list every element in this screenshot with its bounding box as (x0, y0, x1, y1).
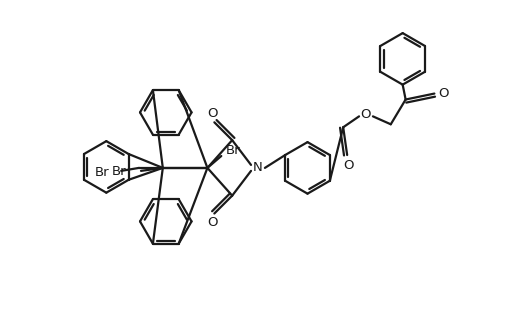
Text: O: O (207, 107, 218, 120)
Text: Br: Br (225, 144, 240, 156)
Text: O: O (438, 87, 449, 100)
Text: Br: Br (95, 166, 110, 179)
Text: O: O (361, 108, 371, 121)
Text: Br: Br (112, 165, 126, 178)
Text: N: N (253, 162, 263, 174)
Text: O: O (207, 216, 218, 229)
Text: O: O (343, 159, 353, 172)
